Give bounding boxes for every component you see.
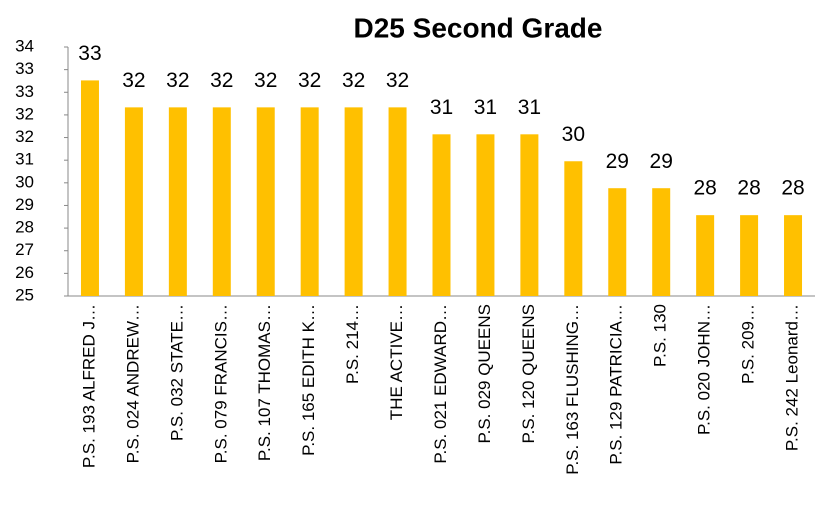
- bar: [388, 107, 407, 296]
- chart-title: D25 Second Grade: [354, 12, 603, 43]
- bar: [168, 107, 187, 296]
- y-tick-label: 33: [15, 59, 34, 78]
- x-tick-label: P.S. 020 JOHN…: [695, 304, 714, 435]
- y-tick-label: 27: [15, 240, 34, 259]
- x-tick-label: THE ACTIVE…: [387, 304, 406, 420]
- data-label: 32: [386, 69, 409, 92]
- data-label: 31: [518, 96, 541, 119]
- bar: [212, 107, 231, 296]
- bar: [300, 107, 319, 296]
- bar: [432, 134, 451, 296]
- data-label: 28: [693, 177, 716, 200]
- x-tick-label: P.S. 021 EDWARD…: [431, 304, 450, 464]
- data-label: 32: [254, 69, 277, 92]
- bar: [740, 215, 759, 296]
- y-tick-label: 28: [15, 218, 34, 237]
- y-tick-label: 29: [15, 195, 34, 214]
- x-tick-label: P.S. 129 PATRICIA…: [607, 304, 626, 465]
- bar: [80, 80, 99, 296]
- data-label: 29: [650, 150, 673, 173]
- y-tick-label: 26: [15, 263, 34, 282]
- x-tick-label: P.S. 209…: [739, 304, 758, 384]
- bar: [608, 188, 627, 296]
- y-tick-label: 30: [15, 172, 34, 191]
- y-tick-label: 34: [15, 36, 34, 55]
- x-tick-label: P.S. 120 QUEENS: [519, 304, 538, 444]
- x-tick-label: P.S. 163 FLUSHING…: [563, 304, 582, 475]
- x-tick-label: P.S. 214…: [343, 304, 362, 384]
- data-label: 29: [606, 150, 629, 173]
- y-tick-label: 33: [15, 82, 34, 101]
- y-tick-label: 32: [15, 104, 34, 123]
- data-label: 32: [342, 69, 365, 92]
- data-label: 32: [166, 69, 189, 92]
- data-label: 28: [737, 177, 760, 200]
- data-label: 30: [562, 123, 585, 146]
- x-tick-label: P.S. 193 ALFRED J…: [79, 304, 98, 468]
- bar: [476, 134, 495, 296]
- bar: [784, 215, 803, 296]
- y-tick-label: 31: [15, 150, 34, 169]
- bar: [256, 107, 275, 296]
- x-tick-label: P.S. 130: [651, 304, 670, 367]
- bar: [652, 188, 671, 296]
- y-tick-label: 25: [15, 285, 34, 304]
- bar: [564, 161, 583, 296]
- bar: [696, 215, 715, 296]
- y-tick-label: 32: [15, 127, 34, 146]
- bar: [344, 107, 363, 296]
- data-label: 31: [430, 96, 453, 119]
- data-label: 33: [78, 42, 101, 65]
- x-tick-label: P.S. 165 EDITH K…: [299, 304, 318, 456]
- data-label: 28: [781, 177, 804, 200]
- x-tick-label: P.S. 029 QUEENS: [475, 304, 494, 444]
- x-tick-label: P.S. 079 FRANCIS…: [211, 304, 230, 463]
- x-tick-label: P.S. 242 Leonard…: [783, 304, 802, 451]
- x-tick-label: P.S. 107 THOMAS…: [255, 304, 274, 461]
- data-label: 32: [122, 69, 145, 92]
- bar: [124, 107, 143, 296]
- data-label: 32: [298, 69, 321, 92]
- data-label: 31: [474, 96, 497, 119]
- x-tick-label: P.S. 024 ANDREW…: [123, 304, 142, 463]
- bar: [520, 134, 539, 296]
- x-tick-label: P.S. 032 STATE…: [167, 304, 186, 441]
- data-label: 32: [210, 69, 233, 92]
